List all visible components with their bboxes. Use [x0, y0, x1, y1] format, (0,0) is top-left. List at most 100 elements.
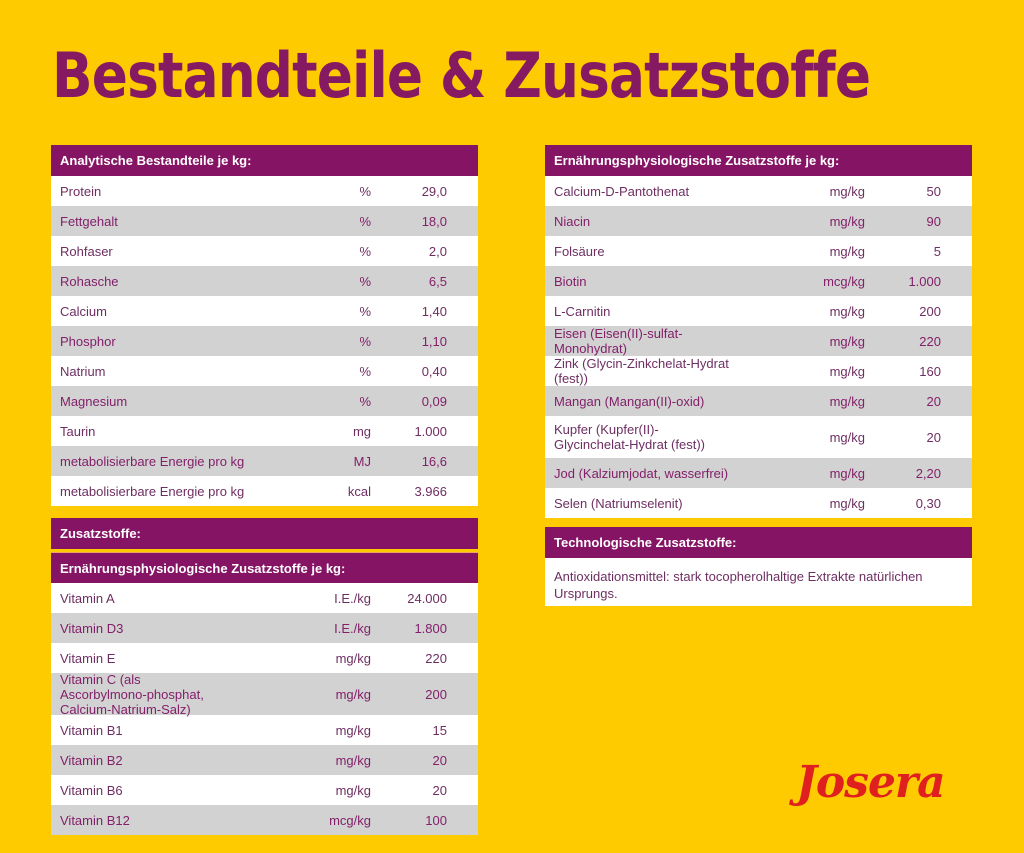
row-value: 220	[919, 333, 941, 349]
additives-rows: Vitamin A I.E./kg 24.000 Vitamin D3 I.E./kg…	[51, 583, 478, 835]
row-value: 0,09	[421, 393, 447, 409]
technological-table: Technologische Zusatzstoffe: Antioxidati…	[545, 527, 972, 606]
additives-header: Zusatzstoffe:	[51, 518, 478, 549]
row-unit: mg/kg	[335, 650, 371, 666]
row-value: 200	[425, 686, 447, 702]
row-name: Vitamin A	[60, 590, 115, 606]
table-row: Fettgehalt% 18,0	[51, 206, 478, 236]
row-unit: mg/kg	[829, 243, 865, 259]
table-row: Biotin mcg/kg 1.000	[545, 266, 972, 296]
row-name: L-Carnitin	[554, 303, 611, 319]
table-row: Vitamin B12 mcg/kg 100	[51, 805, 478, 835]
additives-table: Zusatzstoffe: Ernährungsphysiologische Z…	[51, 518, 478, 835]
row-unit: mg/kg	[829, 465, 865, 481]
row-unit: %	[359, 243, 371, 259]
row-value: 1.800	[414, 620, 447, 636]
row-name: Natrium	[60, 363, 106, 379]
row-unit: %	[359, 273, 371, 289]
table-row: Vitamin D3 I.E./kg 1.800	[51, 613, 478, 643]
row-value: 2,20	[915, 465, 941, 481]
table-row: Vitamin A I.E./kg 24.000	[51, 583, 478, 613]
table-row: L-Carnitin mg/kg 200	[545, 296, 972, 326]
row-unit: %	[359, 213, 371, 229]
row-name: Magnesium	[60, 393, 128, 409]
row-name: metabolisierbare Energie pro kg	[60, 483, 245, 499]
table-row: metabolisierbare Energie pro kg MJ 16,6	[51, 446, 478, 476]
row-unit: mg/kg	[335, 752, 371, 768]
row-name: Folsäure	[554, 243, 605, 259]
row-value: 6,5	[428, 273, 447, 289]
row-unit: mg/kg	[829, 363, 865, 379]
nutritional-rows: Calcium-D-Pantothenat mg/kg 50 Niacin mg/kg…	[545, 176, 972, 518]
row-name: Vitamin B2	[60, 752, 123, 768]
table-row: Rohfaser% 2,0	[51, 236, 478, 266]
row-unit: mg/kg	[829, 393, 865, 409]
row-unit: mg/kg	[829, 333, 865, 349]
table-row: Vitamin B1 mg/kg 15	[51, 715, 478, 745]
analytical-table: Analytische Bestandteile je kg: Protein%…	[51, 145, 478, 506]
analytical-header: Analytische Bestandteile je kg:	[51, 145, 478, 176]
row-value: 1,40	[421, 303, 447, 319]
row-unit: mg/kg	[335, 686, 371, 702]
technological-text: Antioxidationsmittel: stark tocopherolha…	[545, 558, 972, 606]
row-value: 20	[926, 429, 941, 445]
row-value: 29,0	[421, 183, 447, 199]
row-value: 100	[425, 812, 447, 828]
row-value: 220	[425, 650, 447, 666]
row-name: metabolisierbare Energie pro kg	[60, 453, 245, 469]
table-row: Zink (Glycin-Zinkchelat-Hydrat (fest)) mg…	[545, 356, 972, 386]
row-name: Vitamin C (als Ascorbylmono-phosphat, Ca…	[60, 671, 204, 717]
row-unit: mg/kg	[829, 183, 865, 199]
row-unit: mg/kg	[829, 429, 865, 445]
row-value: 16,6	[421, 453, 447, 469]
row-name: Protein	[60, 183, 102, 199]
row-name: Biotin	[554, 273, 587, 289]
table-row: Vitamin B6 mg/kg 20	[51, 775, 478, 805]
table-row: Eisen (Eisen(II)-sulfat-Monohydrat) mg/kg…	[545, 326, 972, 356]
table-row: Natrium% 0,40	[51, 356, 478, 386]
row-name: Fettgehalt	[60, 213, 118, 229]
row-value: 90	[926, 213, 941, 229]
row-unit: mg/kg	[829, 495, 865, 511]
table-row: Jod (Kalziumjodat, wasserfrei) mg/kg 2,20	[545, 458, 972, 488]
table-row: Vitamin B2 mg/kg 20	[51, 745, 478, 775]
row-value: 15	[432, 722, 447, 738]
table-row: Vitamin E mg/kg 220	[51, 643, 478, 673]
row-value: 18,0	[421, 213, 447, 229]
row-value: 2,0	[428, 243, 447, 259]
brand-logo: Josera	[796, 757, 946, 808]
table-row: Magnesium% 0,09	[51, 386, 478, 416]
table-row: Phosphor% 1,10	[51, 326, 478, 356]
row-unit: MJ	[353, 453, 371, 469]
table-row: Selen (Natriumselenit) mg/kg 0,30	[545, 488, 972, 518]
table-row: Rohasche% 6,5	[51, 266, 478, 296]
row-name: Calcium	[60, 303, 107, 319]
row-name: Vitamin B12	[60, 812, 130, 828]
row-name: Phosphor	[60, 333, 116, 349]
row-name: Mangan (Mangan(II)-oxid)	[554, 393, 705, 409]
row-unit: mg/kg	[829, 213, 865, 229]
row-value: 200	[919, 303, 941, 319]
row-unit: %	[359, 183, 371, 199]
row-name: Vitamin D3	[60, 620, 124, 636]
row-unit: %	[359, 363, 371, 379]
row-name: Rohfaser	[60, 243, 113, 259]
row-name: Rohasche	[60, 273, 119, 289]
row-value: 20	[432, 782, 447, 798]
table-row: Mangan (Mangan(II)-oxid) mg/kg 20	[545, 386, 972, 416]
row-value: 0,40	[421, 363, 447, 379]
row-value: 5	[933, 243, 941, 259]
row-unit: kcal	[347, 483, 371, 499]
technological-header: Technologische Zusatzstoffe:	[545, 527, 972, 558]
row-value: 1,10	[421, 333, 447, 349]
row-value: 1.000	[908, 273, 941, 289]
row-value: 160	[919, 363, 941, 379]
table-row: Taurin mg 1.000	[51, 416, 478, 446]
row-unit: mcg/kg	[329, 812, 371, 828]
row-value: 24.000	[407, 590, 447, 606]
row-unit: %	[359, 393, 371, 409]
additives-subheader: Ernährungsphysiologische Zusatzstoffe je…	[51, 552, 478, 583]
row-name: Taurin	[60, 423, 96, 439]
row-name: Jod (Kalziumjodat, wasserfrei)	[554, 465, 729, 481]
row-unit: mcg/kg	[823, 273, 865, 289]
